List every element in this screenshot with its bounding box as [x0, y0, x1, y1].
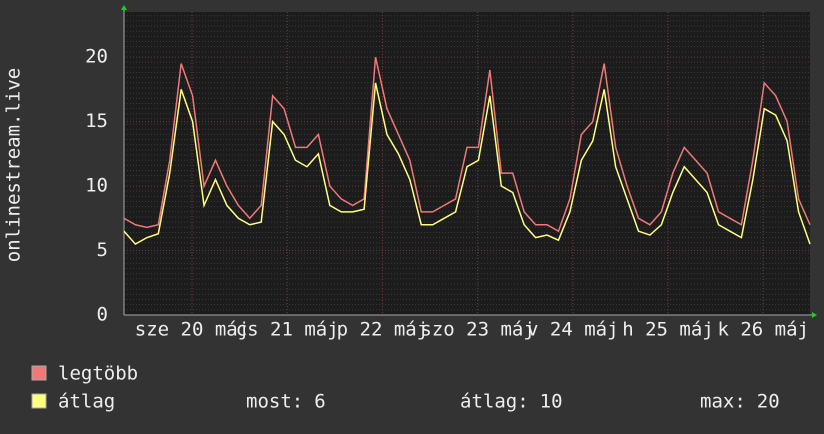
y-tick-label: 5 [97, 239, 108, 261]
legend-swatch [31, 393, 47, 409]
y-tick-label: 0 [97, 304, 108, 326]
y-tick-label: 10 [85, 175, 108, 197]
legend-label: legtöbb [58, 363, 138, 385]
stat-value: 6 [314, 391, 325, 413]
y-axis-label: onlinestream.live [3, 68, 25, 262]
x-tick-label: cs 21 máj [236, 319, 339, 341]
series-line [123, 82, 811, 246]
y-tick-label: 20 [85, 46, 108, 68]
x-tick-label: szo 23 máj [420, 319, 534, 341]
stat-value: 10 [540, 391, 563, 413]
x-tick-label: p 22 máj [337, 319, 429, 341]
x-tick-label: k 26 máj [717, 319, 809, 341]
stat-label: átlag: [460, 391, 529, 413]
stat-label: max: [700, 391, 746, 413]
series-line [123, 56, 811, 233]
stat-value: 20 [757, 391, 780, 413]
legend-label: átlag [58, 391, 115, 413]
x-tick-label: sze 20 máj [135, 319, 249, 341]
arrow [121, 5, 127, 10]
x-tick-label: h 25 máj [622, 319, 714, 341]
arrow [812, 312, 817, 318]
stat-label: most: [246, 391, 303, 413]
y-tick-label: 15 [85, 110, 108, 132]
legend-swatch [31, 365, 47, 381]
x-tick-label: v 24 máj [527, 319, 619, 341]
